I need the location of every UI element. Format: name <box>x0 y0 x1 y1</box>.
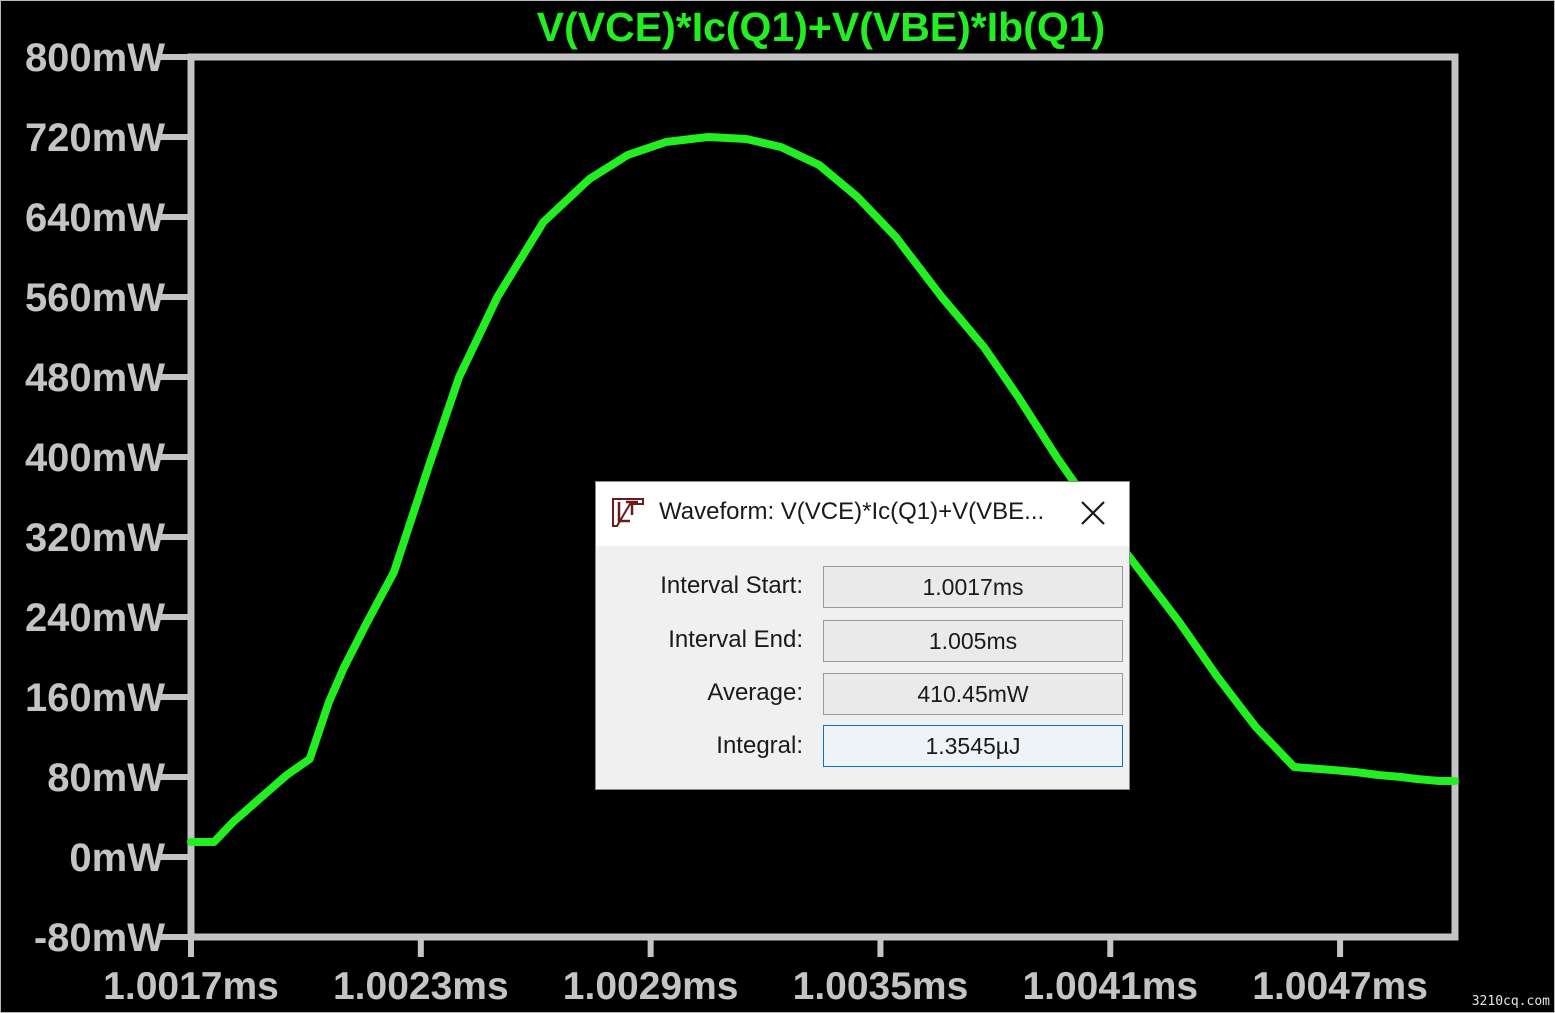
waveform-trace[interactable] <box>187 133 1459 846</box>
x-tick-label: 1.0023ms <box>333 965 509 1008</box>
x-tick-label: 1.0047ms <box>1252 965 1428 1008</box>
y-tick-label: 160mW <box>25 676 165 720</box>
y-tick-label: -80mW <box>34 916 165 960</box>
ltspice-logo-icon <box>612 498 644 527</box>
y-tick-label: 400mW <box>25 436 165 480</box>
y-tick-label: 240mW <box>25 596 165 640</box>
interval-start-field[interactable] <box>823 566 1123 608</box>
y-tick-label: 560mW <box>25 276 165 320</box>
watermark: 3210cq.com <box>1471 994 1550 1009</box>
x-tick-label: 1.0041ms <box>1022 965 1198 1008</box>
y-tick-label: 320mW <box>25 516 165 560</box>
y-tick-label: 0mW <box>69 836 165 880</box>
integral-field[interactable] <box>823 725 1123 767</box>
waveform-dialog: Waveform: V(VCE)*Ic(Q1)+V(VBE... Interva… <box>595 481 1130 790</box>
y-axis: 800mW 720mW 640mW 560mW 480mW 400mW 320mW 240mW… <box>25 36 191 960</box>
dialog-title: Waveform: V(VCE)*Ic(Q1)+V(VBE... <box>659 498 1045 525</box>
x-tick-label: 1.0035ms <box>793 965 969 1008</box>
x-tick-label: 1.0029ms <box>563 965 739 1008</box>
y-tick-label: 720mW <box>25 116 165 160</box>
x-tick-label: 1.0017ms <box>103 965 279 1008</box>
plot-frame <box>187 53 1459 941</box>
interval-end-field[interactable] <box>823 620 1123 662</box>
interval-start-label: Interval Start: <box>660 572 803 599</box>
close-icon[interactable] <box>1076 496 1110 530</box>
y-tick-label: 800mW <box>25 36 165 80</box>
plot-title[interactable]: V(VCE)*Ic(Q1)+V(VBE)*Ib(Q1) <box>537 4 1105 50</box>
integral-label: Integral: <box>716 732 803 759</box>
average-field[interactable] <box>823 673 1123 715</box>
y-tick-label: 480mW <box>25 356 165 400</box>
y-tick-label: 640mW <box>25 196 165 240</box>
dialog-titlebar[interactable]: Waveform: V(VCE)*Ic(Q1)+V(VBE... <box>596 482 1129 546</box>
interval-end-label: Interval End: <box>668 626 803 653</box>
y-tick-label: 80mW <box>47 756 165 800</box>
x-axis: 1.0017ms 1.0023ms 1.0029ms 1.0035ms 1.0041ms… <box>103 937 1428 1008</box>
average-label: Average: <box>707 679 803 706</box>
